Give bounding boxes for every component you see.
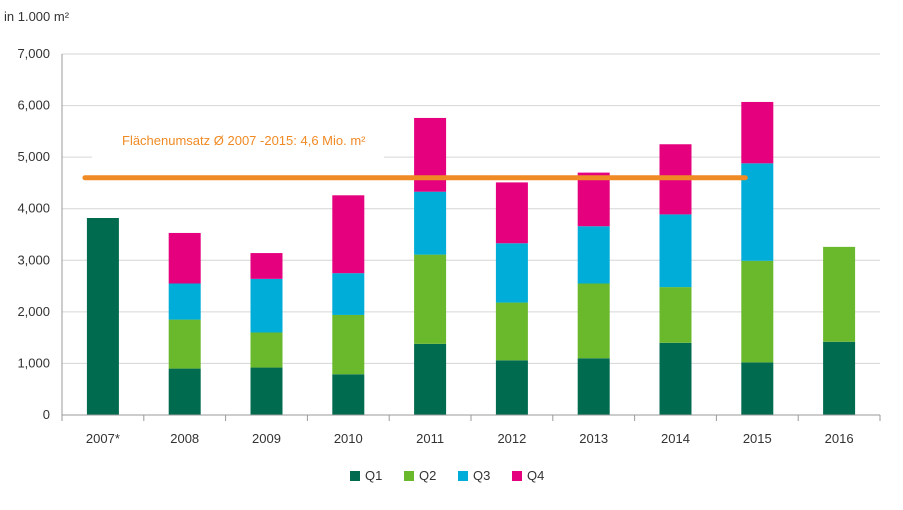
bar-segment-q2 bbox=[168, 319, 201, 369]
bar-segment-q2 bbox=[332, 314, 365, 375]
x-axis: 2007* 2008 2009 2010 2011 2012 2013 2014 2015 201… bbox=[61, 54, 881, 446]
average-line-group: Flächenumsatz Ø 2007 -2015: 4,6 Mio. m² bbox=[82, 133, 748, 181]
bar-segment-q2 bbox=[659, 287, 692, 343]
bar-segment-q4 bbox=[414, 117, 447, 192]
y-tick-label: 1,000 bbox=[17, 355, 50, 370]
x-tick-label: 2009 bbox=[252, 431, 281, 446]
legend-label-q2: Q2 bbox=[419, 468, 436, 483]
y-tick-label: 4,000 bbox=[17, 201, 50, 216]
bar-segment-q4 bbox=[577, 172, 610, 227]
legend-label-q1: Q1 bbox=[365, 468, 382, 483]
legend-swatch-q2 bbox=[404, 471, 414, 481]
x-tick-label: 2010 bbox=[334, 431, 363, 446]
x-tick-label: 2014 bbox=[661, 431, 690, 446]
x-tick-label: 2008 bbox=[170, 431, 199, 446]
y-tick-label: 5,000 bbox=[17, 149, 50, 164]
x-tick-label: 2007* bbox=[86, 431, 120, 446]
bar-segment-q2 bbox=[741, 260, 774, 363]
y-tick-label: 2,000 bbox=[17, 304, 50, 319]
y-tick-label: 7,000 bbox=[17, 46, 50, 61]
bar-segment-q4 bbox=[741, 101, 774, 164]
bar-segment-q3 bbox=[250, 278, 283, 333]
bar-segment-q3 bbox=[414, 191, 447, 255]
bar-segment-q3 bbox=[659, 214, 692, 288]
x-tick-label: 2015 bbox=[743, 431, 772, 446]
y-tick-label: 3,000 bbox=[17, 252, 50, 267]
bar-segment-q1 bbox=[414, 343, 447, 415]
bar-segment-q1 bbox=[168, 368, 201, 415]
bar-segment-q1 bbox=[332, 374, 365, 415]
y-tick-label: 6,000 bbox=[17, 98, 50, 113]
bar-segment-q1 bbox=[823, 341, 856, 415]
bar-segment-q3 bbox=[332, 273, 365, 315]
x-tick-label: 2013 bbox=[579, 431, 608, 446]
bars bbox=[86, 101, 856, 415]
bar-segment-q3 bbox=[495, 243, 528, 303]
bar-segment-q2 bbox=[495, 302, 528, 361]
bar-segment-q4 bbox=[332, 195, 365, 274]
bar-segment-q2 bbox=[414, 254, 447, 344]
bar-segment-q4 bbox=[168, 232, 201, 284]
y-axis-unit-label: in 1.000 m² bbox=[4, 9, 70, 24]
bar-segment-q4 bbox=[250, 253, 283, 279]
legend-swatch-q4 bbox=[512, 471, 522, 481]
legend-swatch-q1 bbox=[350, 471, 360, 481]
y-axis-ticks: 0 1,000 2,000 3,000 4,000 5,000 6,000 7,000 bbox=[17, 46, 50, 422]
y-tick-label: 0 bbox=[43, 407, 50, 422]
x-tick-label: 2012 bbox=[497, 431, 526, 446]
bar-segment-q3 bbox=[168, 283, 201, 320]
bar-segment-q1 bbox=[250, 367, 283, 415]
legend: Q1 Q2 Q3 Q4 bbox=[350, 468, 544, 483]
x-tick-label: 2016 bbox=[825, 431, 854, 446]
x-tick-label: 2011 bbox=[416, 431, 444, 446]
bar-segment-q1 bbox=[86, 217, 119, 415]
legend-swatch-q3 bbox=[458, 471, 468, 481]
bar-segment-q1 bbox=[577, 358, 610, 415]
bar-segment-q3 bbox=[577, 226, 610, 284]
bar-segment-q2 bbox=[250, 332, 283, 368]
bar-segment-q2 bbox=[823, 246, 856, 342]
bar-segment-q1 bbox=[659, 342, 692, 415]
legend-label-q4: Q4 bbox=[527, 468, 544, 483]
average-label-background bbox=[92, 136, 384, 168]
bar-segment-q2 bbox=[577, 283, 610, 359]
legend-label-q3: Q3 bbox=[473, 468, 490, 483]
bar-segment-q1 bbox=[741, 362, 774, 415]
average-line-label: Flächenumsatz Ø 2007 -2015: 4,6 Mio. m² bbox=[122, 133, 366, 148]
bar-segment-q1 bbox=[495, 360, 528, 415]
bar-segment-q4 bbox=[495, 182, 528, 244]
